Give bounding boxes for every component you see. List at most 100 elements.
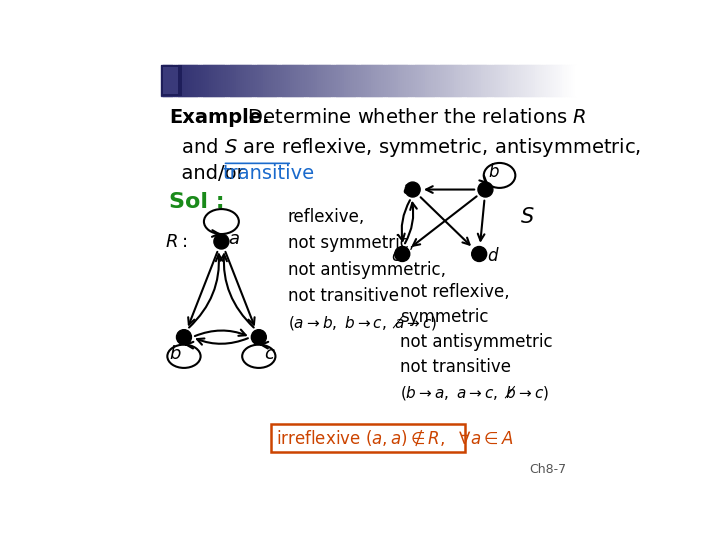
Bar (296, 65, 299, 96)
Circle shape (395, 246, 410, 261)
Bar (352, 65, 355, 96)
Bar (246, 65, 249, 96)
Bar (515, 65, 518, 96)
Bar (406, 65, 410, 96)
Bar (161, 65, 182, 96)
Bar (267, 65, 270, 96)
Bar (325, 65, 328, 96)
Bar (535, 65, 539, 96)
Bar (390, 65, 392, 96)
Bar (534, 65, 536, 96)
Text: not transitive: not transitive (400, 358, 511, 376)
Text: Determine whether the relations $R$: Determine whether the relations $R$ (235, 109, 587, 127)
Bar (527, 65, 530, 96)
Bar (344, 65, 347, 96)
Bar (336, 65, 338, 96)
Text: not reflexive,: not reflexive, (400, 283, 510, 301)
Bar (462, 65, 465, 96)
Bar (213, 65, 216, 96)
Bar (319, 65, 322, 96)
Bar (201, 65, 204, 96)
Bar (221, 65, 225, 96)
Bar (166, 65, 168, 96)
Bar (467, 65, 469, 96)
Bar (255, 65, 258, 96)
Text: $a$: $a$ (402, 180, 413, 198)
Bar (223, 65, 226, 96)
Bar (363, 65, 366, 96)
Bar (567, 65, 570, 96)
Bar (192, 65, 195, 96)
Bar (375, 65, 378, 96)
Bar (471, 65, 474, 96)
Bar (248, 65, 251, 96)
Bar (444, 65, 446, 96)
Bar (377, 65, 380, 96)
Bar (454, 65, 457, 96)
Bar (244, 65, 247, 96)
Bar (258, 65, 262, 96)
Bar (207, 65, 210, 96)
Circle shape (472, 246, 487, 261)
Bar (197, 65, 199, 96)
Bar (548, 65, 551, 96)
Bar (178, 65, 181, 96)
Bar (338, 65, 341, 96)
Bar (365, 65, 368, 96)
Bar (203, 65, 206, 96)
Bar (544, 65, 546, 96)
Circle shape (405, 182, 420, 197)
Bar (438, 65, 441, 96)
Bar (300, 65, 303, 96)
Bar (562, 65, 565, 96)
Bar (186, 65, 189, 96)
Bar (413, 65, 415, 96)
Bar (294, 65, 297, 96)
Bar (575, 65, 577, 96)
Bar (330, 65, 333, 96)
Bar (217, 65, 220, 96)
Bar (361, 65, 364, 96)
Bar (480, 65, 482, 96)
Bar (446, 65, 449, 96)
Bar (506, 65, 509, 96)
Bar (500, 65, 503, 96)
Bar (290, 65, 293, 96)
Bar (537, 65, 540, 96)
Text: $R:$: $R:$ (166, 233, 187, 251)
Bar (523, 65, 526, 96)
Bar (279, 65, 282, 96)
Bar (521, 65, 523, 96)
Text: $(b{\rightarrow}a,\ a{\rightarrow}c,\ b{\not\to}c)$: $(b{\rightarrow}a,\ a{\rightarrow}c,\ b{… (400, 383, 549, 402)
Bar (269, 65, 272, 96)
Bar (340, 65, 343, 96)
Bar (459, 65, 462, 96)
Bar (448, 65, 451, 96)
Bar (317, 65, 320, 96)
Bar (546, 65, 549, 96)
Bar (238, 65, 241, 96)
Bar (253, 65, 256, 96)
Bar (481, 65, 484, 96)
Bar (504, 65, 507, 96)
Bar (529, 65, 532, 96)
Text: $b$: $b$ (169, 345, 182, 363)
Text: $a$: $a$ (228, 231, 240, 248)
Bar (271, 65, 274, 96)
Bar (332, 65, 335, 96)
Bar (425, 65, 428, 96)
Circle shape (176, 329, 192, 345)
Bar (450, 65, 453, 96)
Bar (494, 65, 497, 96)
Bar (483, 65, 486, 96)
Bar (315, 65, 318, 96)
Bar (496, 65, 499, 96)
Text: Sol :: Sol : (169, 192, 225, 212)
Bar (182, 65, 185, 96)
Bar (313, 65, 316, 96)
Text: reflexive,: reflexive, (288, 208, 365, 226)
Bar (309, 65, 312, 96)
Bar (552, 65, 555, 96)
Bar (415, 65, 418, 96)
Bar (556, 65, 559, 96)
